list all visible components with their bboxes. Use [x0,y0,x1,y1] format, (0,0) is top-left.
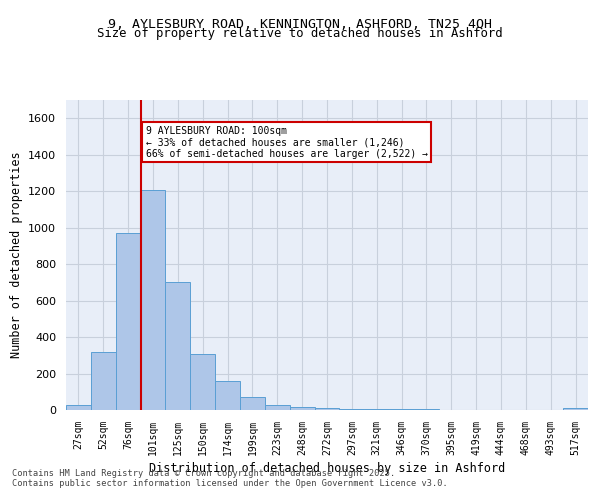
Bar [116,233,140,410]
Bar [240,397,265,410]
Bar [290,406,314,410]
Bar [563,408,588,410]
Bar [340,408,364,410]
Bar [91,352,116,410]
Bar [215,381,240,410]
Text: 9, AYLESBURY ROAD, KENNINGTON, ASHFORD, TN25 4QH: 9, AYLESBURY ROAD, KENNINGTON, ASHFORD, … [108,18,492,30]
Text: 9 AYLESBURY ROAD: 100sqm
← 33% of detached houses are smaller (1,246)
66% of sem: 9 AYLESBURY ROAD: 100sqm ← 33% of detach… [146,126,428,158]
Bar [265,405,290,410]
Bar [66,406,91,410]
Bar [140,190,166,410]
Bar [314,408,340,410]
Bar [166,282,190,410]
Text: Contains HM Land Registry data © Crown copyright and database right 2025.: Contains HM Land Registry data © Crown c… [12,468,395,477]
Text: Contains public sector information licensed under the Open Government Licence v3: Contains public sector information licen… [12,478,448,488]
Bar [190,354,215,410]
Text: Size of property relative to detached houses in Ashford: Size of property relative to detached ho… [97,28,503,40]
Bar [364,409,389,410]
Y-axis label: Number of detached properties: Number of detached properties [10,152,23,358]
Bar [414,408,439,410]
X-axis label: Distribution of detached houses by size in Ashford: Distribution of detached houses by size … [149,462,505,475]
